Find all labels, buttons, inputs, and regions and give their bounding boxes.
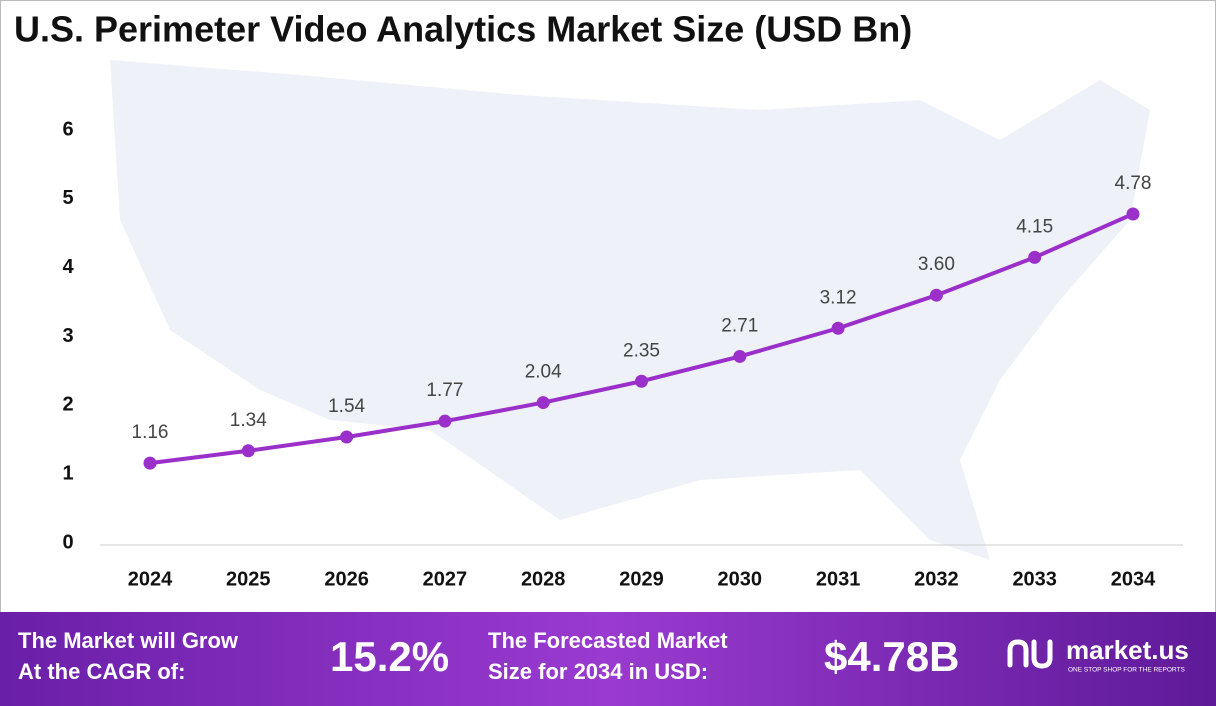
forecast-value: $4.78B (824, 633, 959, 680)
point (536, 396, 550, 410)
value-label: 1.34 (230, 410, 267, 431)
y-tick-label: 3 (62, 325, 73, 347)
footer-band (0, 612, 1216, 706)
value-label: 2.71 (721, 315, 758, 336)
point (143, 456, 157, 470)
value-label: 4.78 (1115, 173, 1152, 194)
chart-title: U.S. Perimeter Video Analytics Market Si… (14, 9, 912, 50)
x-tick-label: 2027 (423, 568, 468, 590)
point (929, 288, 943, 302)
point (1126, 207, 1140, 221)
x-tick-label: 2028 (521, 568, 566, 590)
x-tick-label: 2034 (1111, 568, 1156, 590)
point (635, 374, 648, 388)
point (438, 414, 452, 428)
value-label: 1.54 (328, 396, 365, 417)
y-tick-label: 5 (62, 187, 73, 209)
value-label: 3.12 (820, 287, 857, 308)
x-tick-label: 2025 (226, 568, 271, 590)
point (340, 430, 354, 444)
x-tick-label: 2033 (1012, 568, 1057, 590)
y-tick-label: 1 (62, 462, 73, 484)
value-label: 3.60 (918, 254, 955, 275)
brand-name: market.us (1066, 635, 1189, 665)
point (241, 444, 255, 458)
y-tick-label: 6 (62, 118, 73, 140)
forecast-label: The Forecasted Market (488, 628, 728, 653)
point (1028, 250, 1042, 264)
cagr-label: At the CAGR of: (18, 659, 185, 684)
y-tick-label: 4 (62, 256, 74, 278)
value-label: 4.15 (1016, 216, 1053, 237)
x-tick-label: 2031 (816, 568, 861, 590)
cagr-value: 15.2% (330, 633, 449, 680)
y-tick-label: 0 (62, 531, 73, 553)
x-tick-label: 2026 (324, 568, 369, 590)
x-tick-label: 2030 (718, 568, 763, 590)
value-label: 1.16 (132, 422, 169, 443)
x-tick-label: 2032 (914, 568, 959, 590)
x-tick-label: 2029 (619, 568, 664, 590)
point (733, 349, 747, 363)
forecast-label: Size for 2034 in USD: (488, 659, 708, 684)
point (831, 321, 845, 335)
value-label: 2.04 (525, 362, 562, 383)
brand-logo (1007, 639, 1053, 669)
map-background (110, 60, 1150, 560)
cagr-label: The Market will Grow (18, 628, 239, 653)
value-label: 1.77 (426, 380, 463, 401)
brand-tagline: ONE STOP SHOP FOR THE REPORTS (1068, 667, 1185, 674)
y-tick-label: 2 (62, 394, 73, 416)
value-label: 2.35 (623, 340, 660, 361)
x-tick-label: 2024 (128, 568, 173, 590)
